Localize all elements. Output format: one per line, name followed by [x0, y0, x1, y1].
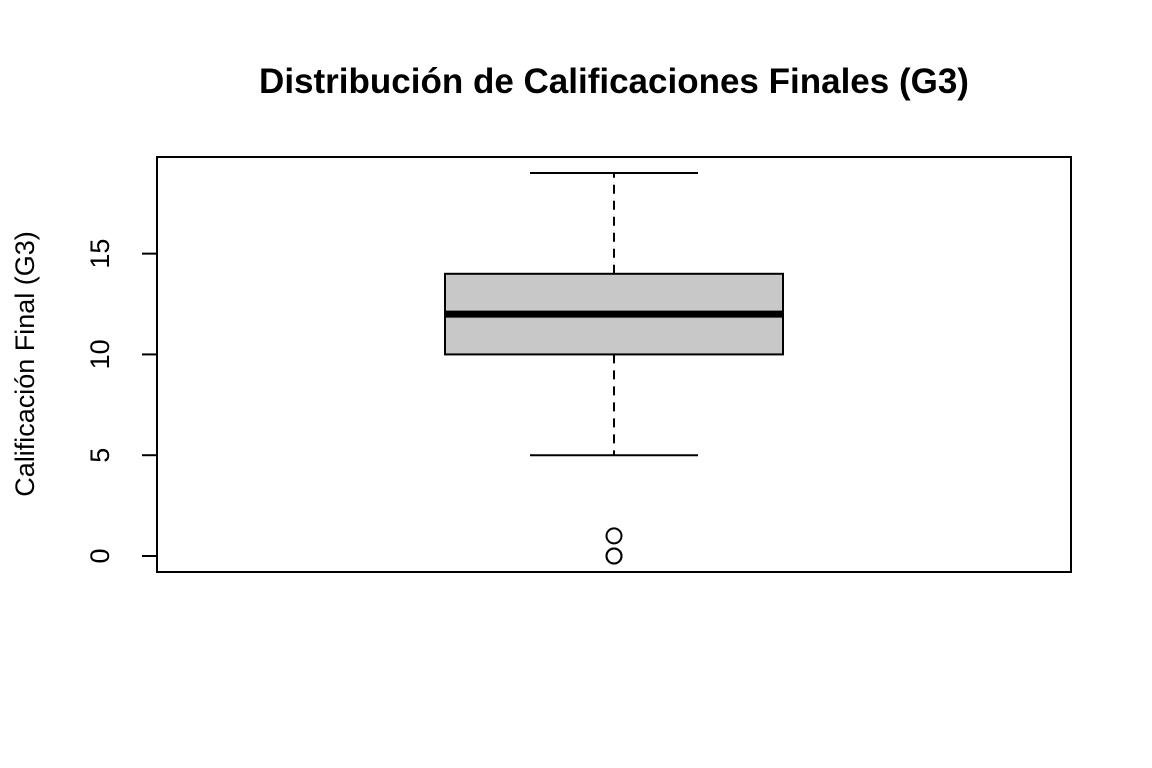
- chart-title: Distribución de Calificaciones Finales (…: [259, 62, 969, 101]
- y-tick-label-10: 10: [85, 339, 115, 369]
- y-tick-label-15: 15: [85, 239, 115, 269]
- box-group: [444, 172, 784, 565]
- outlier-point: [605, 547, 623, 565]
- y-axis-label: Calificación Final (G3): [10, 231, 40, 497]
- outlier-point: [605, 527, 623, 545]
- y-tick-label-0: 0: [85, 548, 115, 563]
- y-tick-label-5: 5: [85, 448, 115, 463]
- y-axis: 0 5 10 15: [85, 239, 158, 564]
